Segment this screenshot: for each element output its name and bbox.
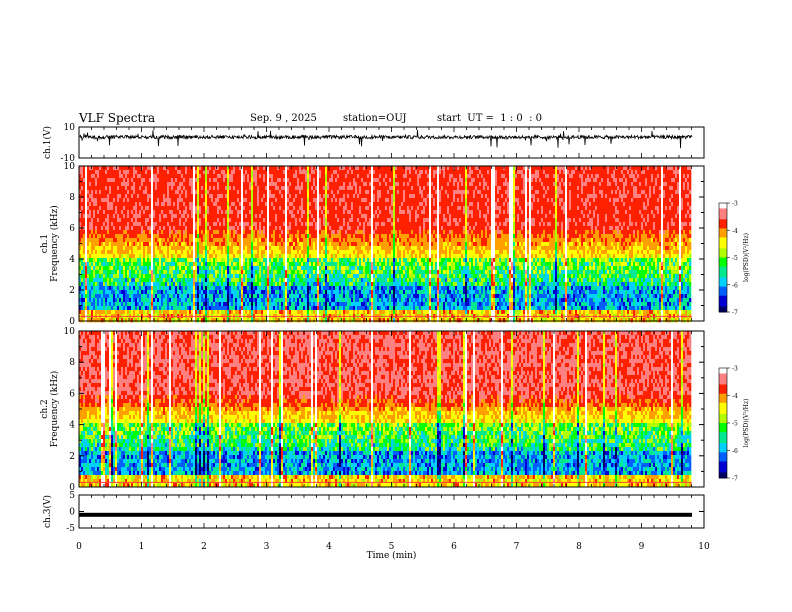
xtick-label: 10 [698,542,710,552]
ch1-waveform-line [78,129,693,149]
ch2-spectrogram-ytick-label: 8 [69,358,75,368]
ch2-spectrogram-ytick-label: 0 [69,483,75,493]
x-axis-label: Time (min) [367,550,417,561]
ch3-waveform-ylabel: ch.3(V) [42,495,53,528]
ch1-waveform-ytick-label: 10 [64,123,76,133]
ch2-channel-label: ch.2 [40,399,50,418]
colorbar-tick-label: -7 [732,310,738,317]
xtick-label: 8 [576,542,582,552]
xtick-label: 0 [76,542,82,552]
ch3-waveform-ytick-label: 5 [69,491,75,501]
start-time-label: start UT = 1 : 0 : 0 [437,113,542,124]
station-label: station=OUJ [343,113,407,124]
xtick-label: 9 [639,542,645,552]
ch2-colorbar: -3 -4 -5 -6 -7 log(PSD)(V²/Hz) [718,366,750,483]
ch1-spectrogram-image [79,166,692,323]
ch2-spectrogram-ytick-label: 6 [69,389,75,399]
colorbar-tick-label: -3 [732,366,738,373]
ch2-spectrogram-image [79,331,692,488]
colorbar-tick-label: -7 [732,476,738,483]
ch1-colorbar: -3 -4 -5 -6 -7 log(PSD)(V²/Hz) [718,201,750,317]
colorbar-tick-label: -4 [732,228,738,235]
ch2-spectrogram-ytick-label: 4 [69,421,75,431]
ch3-waveform-line [79,512,692,517]
xtick-label: 1 [139,542,145,552]
ch1-spectrogram-ytick-label: 6 [69,224,75,234]
xtick-label: 3 [264,542,270,552]
colorbar-tick-label: -6 [732,448,738,455]
ch2-spectrogram-ytick-label: 10 [64,327,76,337]
colorbar-tick-label: -6 [732,282,738,289]
colorbar-tick-label: -4 [732,393,738,400]
ch3-waveform-ytick-label: -5 [66,524,75,534]
ch2-spectrogram-ylabel: Frequency (kHz) [49,371,60,448]
xtick-label: 7 [514,542,520,552]
figure-title: VLF Spectra [79,111,155,125]
ch1-spectrogram-ytick-label: 8 [69,193,75,203]
ch1-spectrogram-ytick-label: 4 [69,255,75,265]
ch1-spectrogram-ylabel: Frequency (kHz) [49,205,60,282]
ch1-spectrogram-ytick-label: 10 [64,162,76,172]
ch1-spectrogram-ytick-label: 2 [69,286,75,296]
ch1-spectrogram-ytick-label: 0 [69,317,75,327]
xtick-label: 6 [451,542,457,552]
colorbar-tick-label: -5 [732,255,738,262]
xtick-label: 2 [201,542,207,552]
colorbar-label: log(PSD)(V²/Hz) [743,233,750,282]
ch3-waveform-ytick-label: 0 [69,508,75,518]
colorbar-label: log(PSD)(V²/Hz) [743,399,750,448]
xtick-label: 4 [326,542,332,552]
date-label: Sep. 9 , 2025 [250,113,317,124]
ch1-waveform-ytick-label: -10 [61,154,76,164]
ch1-waveform-ylabel: ch.1(V) [42,126,53,159]
colorbar-tick-label: -3 [732,201,738,208]
ch2-spectrogram-ytick-label: 2 [69,452,75,462]
colorbar-tick-label: -5 [732,421,738,428]
xtick-label: 5 [389,542,395,552]
ch1-channel-label: ch.1 [40,234,50,253]
